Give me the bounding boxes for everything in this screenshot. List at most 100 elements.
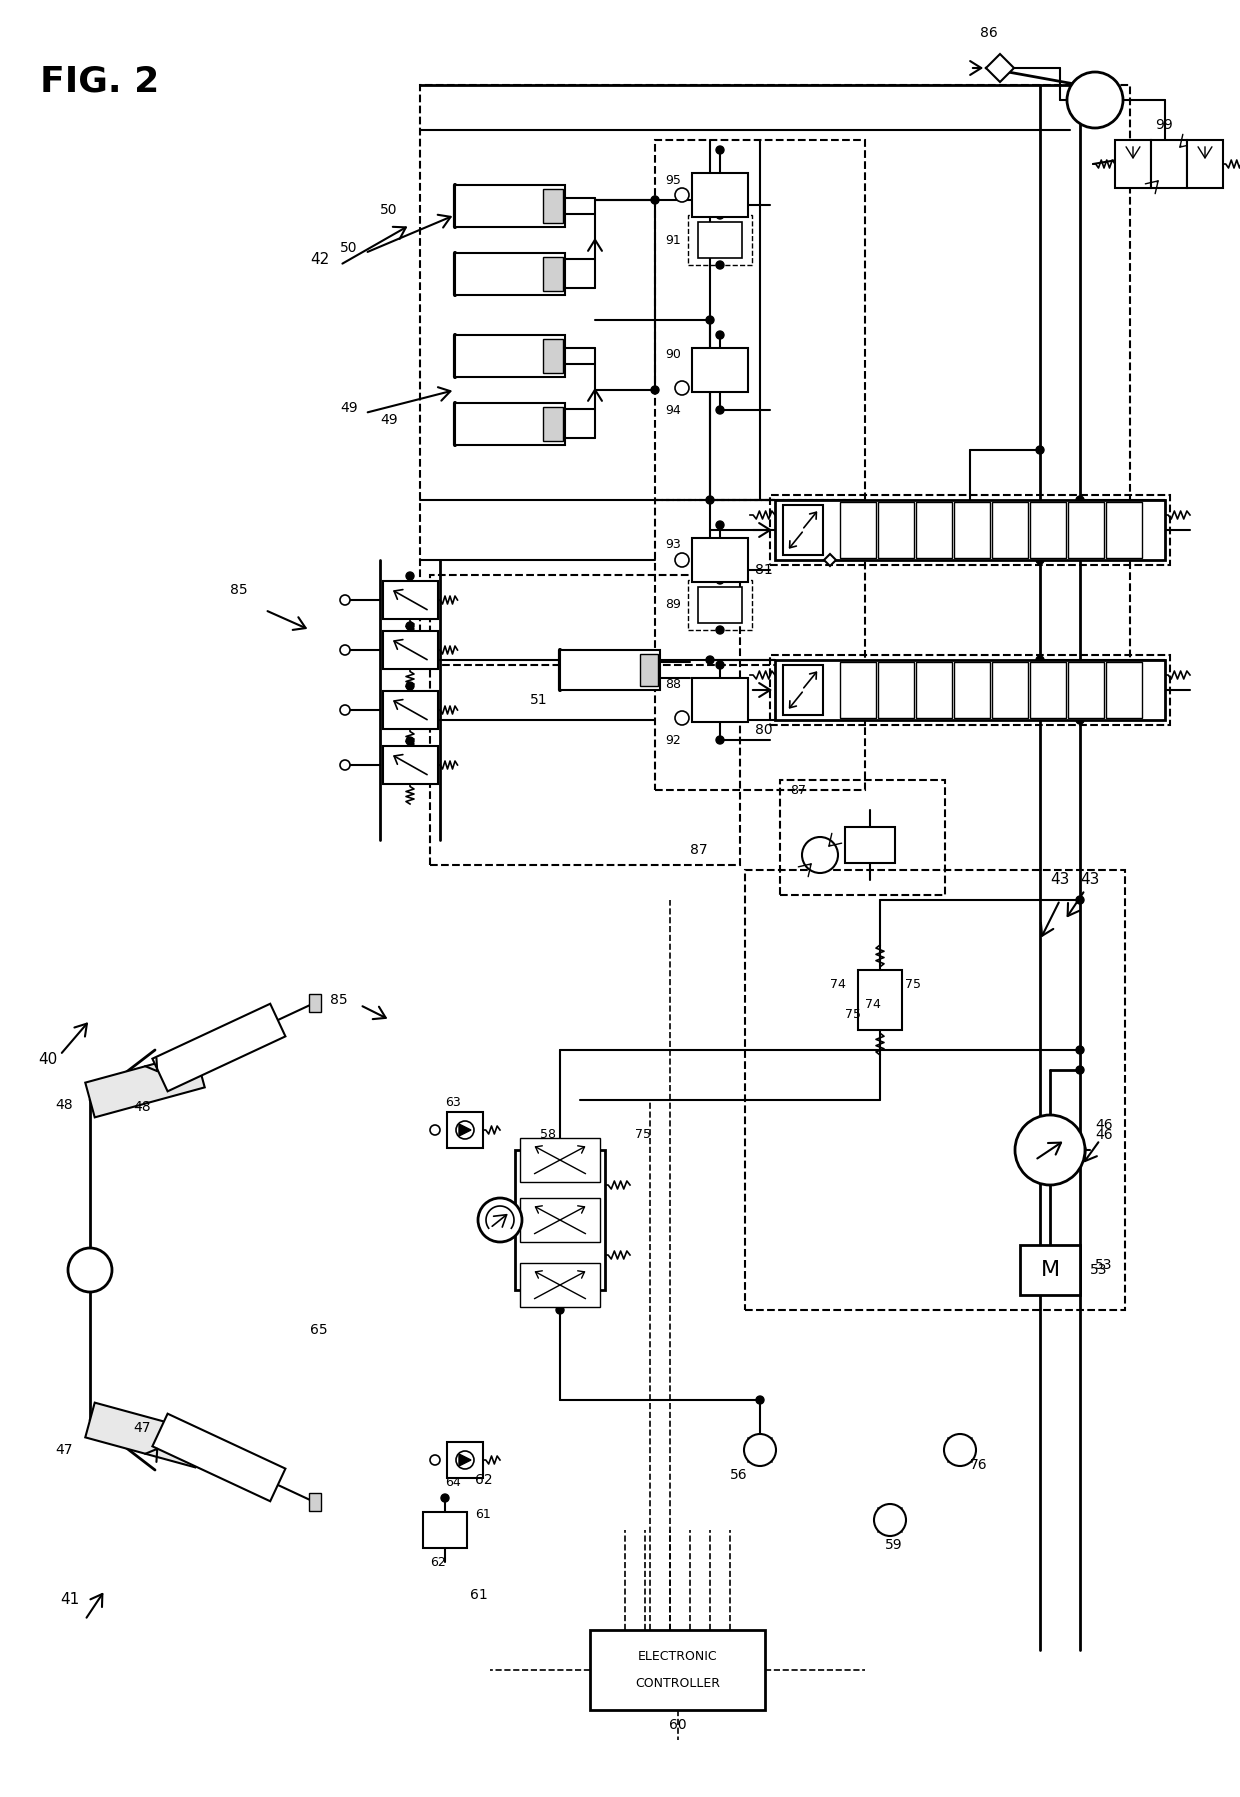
Circle shape [477,1199,522,1242]
Bar [543,340,563,374]
Bar [455,334,565,377]
Circle shape [706,316,714,323]
Bar [770,654,1171,724]
Bar [839,661,875,719]
Text: 51: 51 [529,694,548,706]
Polygon shape [825,553,836,566]
Bar [1030,661,1066,719]
Circle shape [68,1247,112,1292]
Circle shape [405,683,414,690]
Text: 88: 88 [665,679,681,692]
Text: 99: 99 [1154,119,1173,131]
Circle shape [675,712,689,724]
Bar [655,140,866,500]
Bar [1187,140,1223,189]
Text: 59: 59 [885,1538,903,1553]
Circle shape [1076,1066,1084,1075]
Polygon shape [459,1454,471,1466]
Bar [446,1112,484,1148]
Bar [382,631,438,668]
Text: 61: 61 [470,1589,487,1601]
Circle shape [1066,72,1123,128]
Bar [916,501,952,559]
Polygon shape [86,1403,205,1468]
Bar [775,659,1166,721]
Bar [520,1138,600,1182]
Bar [992,501,1028,559]
Bar [1151,140,1187,189]
Circle shape [340,595,350,606]
Bar [423,1511,467,1547]
Text: 50: 50 [379,203,398,217]
Text: 75: 75 [844,1008,861,1021]
Text: 43: 43 [1050,873,1069,888]
Bar [1030,501,1066,559]
Circle shape [944,1434,976,1466]
Circle shape [441,1493,449,1502]
Bar [382,746,438,783]
Circle shape [756,1396,764,1403]
Circle shape [340,760,350,769]
Polygon shape [986,54,1014,83]
Text: 87: 87 [689,843,708,857]
Text: 61: 61 [475,1508,491,1522]
Bar [560,651,660,690]
Text: CONTROLLER: CONTROLLER [635,1677,720,1689]
Text: 43: 43 [1080,873,1100,888]
Bar [382,580,438,618]
Bar [692,173,748,217]
Circle shape [715,577,724,584]
Text: 76: 76 [970,1457,987,1472]
Bar [698,588,742,624]
Text: 56: 56 [730,1468,748,1483]
Text: 92: 92 [665,733,681,746]
Bar [839,501,875,559]
Text: ELECTRONIC: ELECTRONIC [637,1650,717,1664]
Text: 46: 46 [1095,1118,1112,1132]
Bar [692,677,748,722]
Circle shape [1035,656,1044,665]
Bar [878,501,914,559]
Text: 62: 62 [475,1474,492,1486]
Text: 58: 58 [539,1129,556,1141]
Text: 63: 63 [445,1096,461,1109]
Circle shape [715,661,724,668]
Text: 64: 64 [445,1475,461,1488]
Circle shape [651,196,658,205]
Circle shape [1035,555,1044,564]
Text: 41: 41 [60,1592,79,1608]
Bar [446,1441,484,1477]
Bar [780,780,945,895]
Text: 48: 48 [55,1098,73,1112]
Text: 40: 40 [38,1053,57,1067]
Text: 48: 48 [134,1100,151,1114]
Bar [520,1199,600,1242]
Bar [590,1630,765,1711]
Text: 95: 95 [665,174,681,187]
Polygon shape [86,1053,205,1118]
Circle shape [706,656,714,665]
Circle shape [1035,527,1044,534]
Text: 60: 60 [668,1718,686,1732]
Bar [455,185,565,226]
Circle shape [1076,1046,1084,1055]
Circle shape [456,1450,474,1468]
Text: 65: 65 [310,1323,327,1337]
Circle shape [405,622,414,631]
Text: FIG. 2: FIG. 2 [40,65,159,99]
Text: 49: 49 [340,401,357,415]
Bar [745,870,1125,1310]
Bar [655,500,866,791]
Circle shape [651,386,658,394]
Circle shape [1076,715,1084,724]
Bar [770,494,1171,564]
Bar [309,994,321,1012]
Text: 42: 42 [310,253,330,268]
Text: 74: 74 [866,999,880,1012]
Bar [692,537,748,582]
Bar [1106,661,1142,719]
Circle shape [1076,496,1084,503]
Text: 46: 46 [1095,1129,1112,1143]
Text: 91: 91 [665,234,681,246]
Bar [775,500,1166,561]
